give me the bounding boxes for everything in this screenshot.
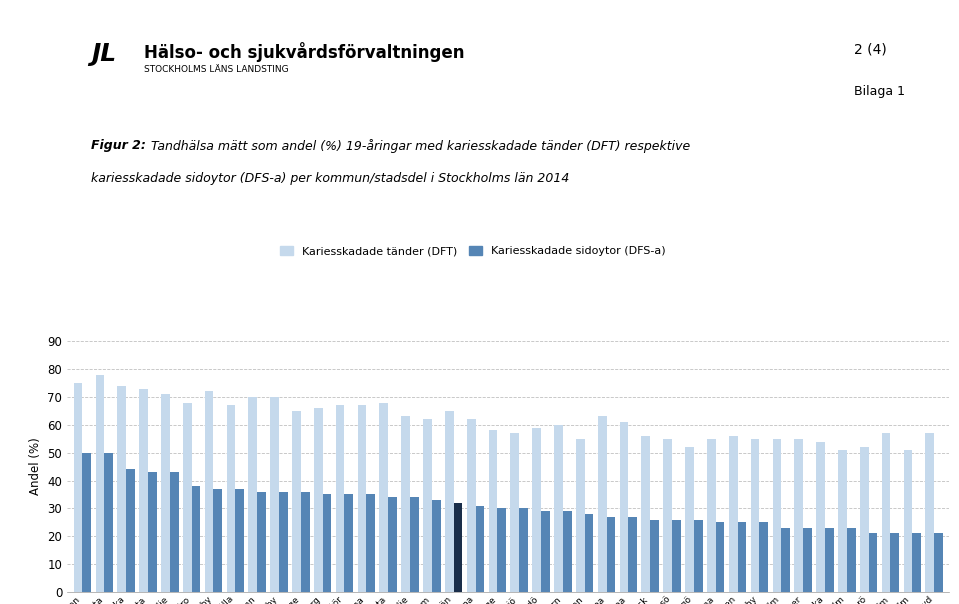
Bar bbox=[576, 439, 585, 592]
Text: 2 (4): 2 (4) bbox=[854, 42, 886, 56]
Bar bbox=[891, 533, 900, 592]
Bar bbox=[510, 433, 519, 592]
Bar bbox=[541, 511, 550, 592]
Text: JL: JL bbox=[91, 42, 116, 66]
Bar bbox=[563, 511, 572, 592]
Bar bbox=[881, 433, 891, 592]
Bar bbox=[467, 419, 476, 592]
Bar bbox=[729, 436, 737, 592]
Bar bbox=[423, 419, 432, 592]
Bar bbox=[838, 450, 847, 592]
Bar bbox=[672, 519, 681, 592]
Bar bbox=[816, 442, 825, 592]
Bar bbox=[620, 422, 628, 592]
Bar bbox=[903, 450, 912, 592]
Bar bbox=[847, 528, 855, 592]
Bar bbox=[74, 383, 82, 592]
Bar bbox=[519, 509, 527, 592]
Bar bbox=[782, 528, 790, 592]
Bar bbox=[322, 495, 332, 592]
Bar bbox=[715, 522, 724, 592]
Legend: Kariesskadade tänder (DFT), Kariesskadade sidoytor (DFS-a): Kariesskadade tänder (DFT), Kariesskadad… bbox=[275, 242, 670, 261]
Bar bbox=[161, 394, 170, 592]
Bar bbox=[139, 388, 148, 592]
Bar bbox=[105, 452, 113, 592]
Bar bbox=[532, 428, 541, 592]
Bar bbox=[925, 433, 934, 592]
Text: Bilaga 1: Bilaga 1 bbox=[854, 85, 904, 98]
Bar bbox=[235, 489, 244, 592]
Bar bbox=[597, 417, 606, 592]
Bar bbox=[192, 486, 200, 592]
Bar bbox=[642, 436, 650, 592]
Bar bbox=[794, 439, 803, 592]
Bar bbox=[204, 391, 214, 592]
Bar bbox=[344, 495, 353, 592]
Bar bbox=[82, 452, 91, 592]
Text: Figur 2:: Figur 2: bbox=[91, 139, 146, 152]
Bar bbox=[248, 397, 257, 592]
Bar bbox=[126, 469, 135, 592]
Bar bbox=[773, 439, 782, 592]
Bar bbox=[760, 522, 768, 592]
Bar bbox=[226, 405, 235, 592]
Bar bbox=[585, 514, 594, 592]
Bar bbox=[336, 405, 344, 592]
Bar bbox=[183, 402, 192, 592]
Bar bbox=[476, 506, 484, 592]
Bar bbox=[366, 495, 375, 592]
Bar bbox=[117, 386, 126, 592]
Bar bbox=[707, 439, 715, 592]
Y-axis label: Andel (%): Andel (%) bbox=[29, 438, 42, 495]
Bar bbox=[825, 528, 833, 592]
Bar bbox=[554, 425, 563, 592]
Bar bbox=[934, 533, 943, 592]
Bar bbox=[737, 522, 746, 592]
Bar bbox=[214, 489, 222, 592]
Text: Hälso- och sjukvårdsförvaltningen: Hälso- och sjukvårdsförvaltningen bbox=[144, 42, 464, 62]
Bar bbox=[664, 439, 672, 592]
Bar bbox=[912, 533, 921, 592]
Bar bbox=[270, 397, 279, 592]
Bar bbox=[803, 528, 812, 592]
Bar bbox=[628, 516, 637, 592]
Bar bbox=[685, 447, 694, 592]
Bar bbox=[301, 492, 310, 592]
Bar bbox=[401, 417, 410, 592]
Bar bbox=[454, 503, 462, 592]
Bar bbox=[388, 497, 397, 592]
Bar bbox=[96, 374, 105, 592]
Bar bbox=[380, 402, 388, 592]
Bar bbox=[869, 533, 877, 592]
Bar bbox=[257, 492, 266, 592]
Bar bbox=[358, 405, 366, 592]
Bar bbox=[148, 472, 156, 592]
Bar bbox=[606, 516, 616, 592]
Bar bbox=[432, 500, 440, 592]
Bar bbox=[279, 492, 288, 592]
Text: STOCKHOLMS LÄNS LANDSTING: STOCKHOLMS LÄNS LANDSTING bbox=[144, 65, 289, 74]
Bar bbox=[498, 509, 506, 592]
Text: Tandhälsa mätt som andel (%) 19-åringar med kariesskadade tänder (DFT) respektiv: Tandhälsa mätt som andel (%) 19-åringar … bbox=[151, 139, 690, 153]
Bar bbox=[694, 519, 703, 592]
Bar bbox=[314, 408, 322, 592]
Bar bbox=[170, 472, 178, 592]
Bar bbox=[489, 431, 498, 592]
Bar bbox=[292, 411, 301, 592]
Bar bbox=[650, 519, 659, 592]
Bar bbox=[410, 497, 419, 592]
Bar bbox=[445, 411, 454, 592]
Bar bbox=[751, 439, 760, 592]
Bar bbox=[860, 447, 869, 592]
Text: kariesskadade sidoytor (DFS-a) per kommun/stadsdel i Stockholms län 2014: kariesskadade sidoytor (DFS-a) per kommu… bbox=[91, 172, 570, 185]
